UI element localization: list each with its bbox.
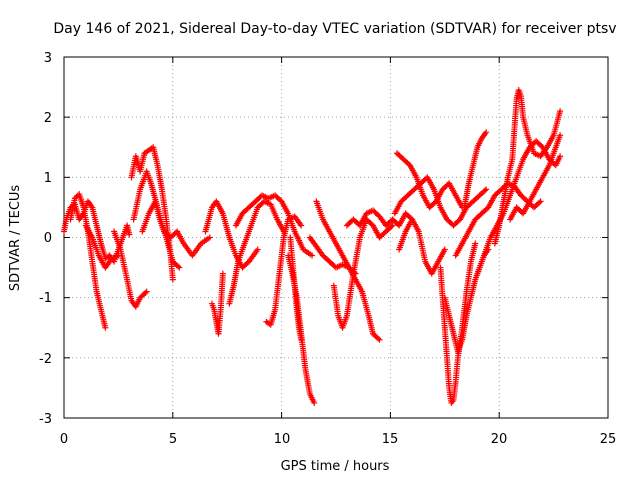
data-point <box>311 399 318 406</box>
x-tick-label: 0 <box>60 432 68 447</box>
series-arc-08 <box>202 198 261 271</box>
y-tick-label: 3 <box>44 51 52 66</box>
data-point <box>126 231 133 238</box>
series-arc-14 <box>287 234 305 343</box>
x-tick-labels: 0 5 10 15 20 25 <box>60 432 616 447</box>
y-tick-label: 0 <box>44 231 52 246</box>
x-axis-label: GPS time / hours <box>281 459 390 474</box>
data-point <box>557 153 564 160</box>
data-point <box>483 129 490 136</box>
data-point <box>176 264 183 271</box>
data-point <box>254 246 261 253</box>
data-point <box>557 132 564 139</box>
data-point <box>441 246 448 253</box>
series-arc-22 <box>437 240 479 406</box>
series-arc-27 <box>491 87 564 247</box>
y-axis-label: SDTVAR / TECUs <box>8 185 23 292</box>
chart-title: Day 146 of 2021, Sidereal Day-to-day VTE… <box>53 21 616 37</box>
data-point <box>483 186 490 193</box>
data-point <box>389 222 396 229</box>
series-arc-04 <box>111 228 150 310</box>
data-point <box>206 234 213 241</box>
series-arc-25 <box>461 129 490 211</box>
data-point <box>375 335 382 342</box>
data-point <box>175 263 182 270</box>
series-arc-17 <box>330 216 396 331</box>
data-point <box>472 240 479 247</box>
data-point <box>537 198 544 205</box>
x-tick-label: 5 <box>169 432 177 447</box>
axis-ticks <box>63 56 609 419</box>
data-point <box>557 108 564 115</box>
data-point <box>376 336 383 343</box>
data-point <box>298 222 305 229</box>
grid <box>64 57 608 418</box>
data-point <box>143 288 150 295</box>
y-tick-label: -3 <box>39 412 52 427</box>
series-arc-28 <box>507 132 564 223</box>
series-arc-02 <box>67 191 109 331</box>
data-point <box>536 199 543 206</box>
series-arc-24 <box>452 180 544 259</box>
series-arc-10 <box>226 198 287 307</box>
data-marks <box>61 87 564 406</box>
y-tick-label: 2 <box>44 111 52 126</box>
y-tick-label: -2 <box>39 352 52 367</box>
data-point <box>142 289 149 296</box>
y-tick-label: 1 <box>44 171 52 186</box>
data-point <box>388 223 395 230</box>
series-arc-09 <box>208 270 226 337</box>
series-arc-07 <box>139 198 183 271</box>
series-arc-03 <box>82 222 122 271</box>
series-arc-12 <box>263 213 305 328</box>
data-point <box>481 187 488 194</box>
x-tick-label: 25 <box>600 432 617 447</box>
series-arc-26 <box>474 138 564 277</box>
series-arc-11 <box>232 192 316 259</box>
data-point <box>169 276 176 283</box>
series-arc-16 <box>313 198 383 343</box>
series-arc-18 <box>343 207 416 229</box>
x-tick-label: 10 <box>274 432 291 447</box>
data-point <box>102 324 109 331</box>
series-arc-21 <box>396 216 448 277</box>
x-tick-label: 20 <box>491 432 508 447</box>
data-point <box>219 270 226 277</box>
data-point <box>298 336 305 343</box>
y-tick-label: -1 <box>39 291 52 306</box>
x-tick-label: 15 <box>382 432 399 447</box>
data-point <box>309 252 316 259</box>
y-tick-labels: 3 2 1 0 -1 -2 -3 <box>39 51 52 427</box>
